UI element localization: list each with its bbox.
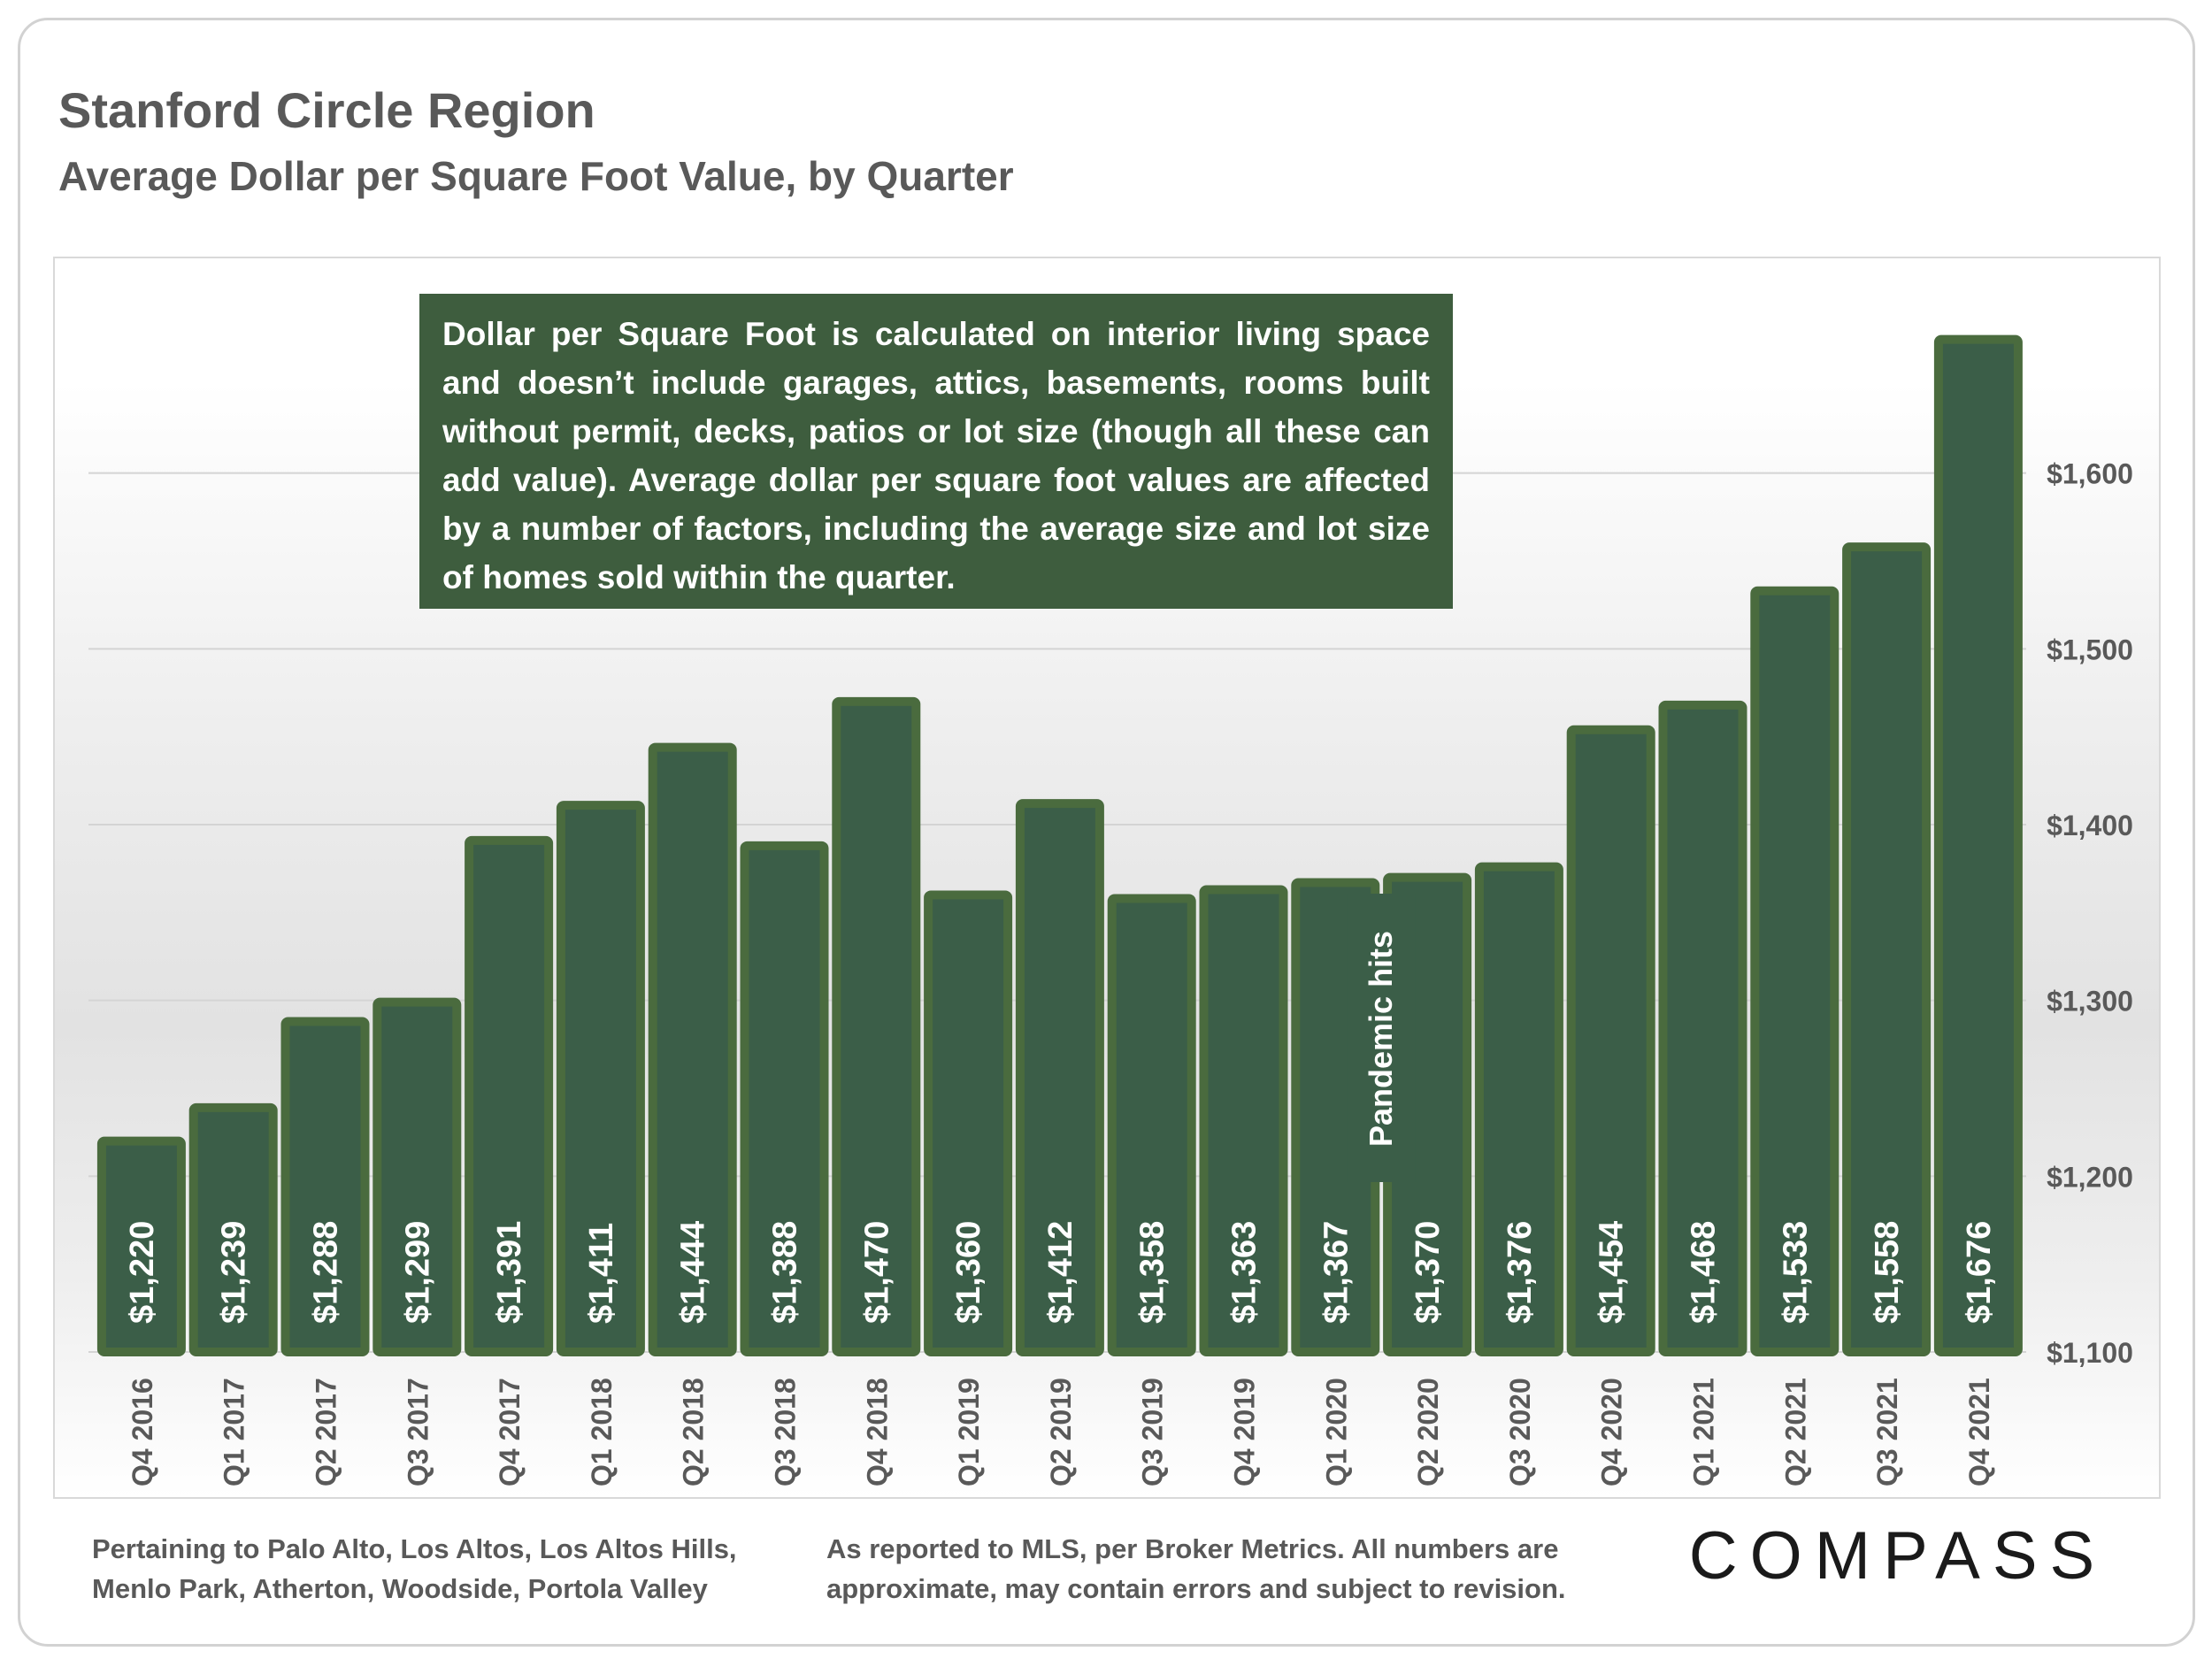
bar-data-label: $1,376 — [1502, 1221, 1539, 1324]
y-axis-ticks: $1,100 $1,200 $1,300 $1,400 $1,500 $1,600 — [2047, 458, 2133, 1369]
x-tick-label: Q3 2020 — [1504, 1378, 1536, 1486]
bar — [832, 696, 921, 1356]
footer-source-line-2: approximate, may contain errors and subj… — [826, 1573, 1566, 1604]
bar — [1933, 334, 2023, 1356]
bar — [1199, 885, 1288, 1356]
x-tick-label: Q2 2017 — [311, 1378, 342, 1486]
x-tick-label: Q4 2016 — [127, 1378, 158, 1486]
footer-region-line-1: Pertaining to Palo Alto, Los Altos, Los … — [92, 1533, 737, 1564]
bar-data-label: $1,468 — [1686, 1221, 1723, 1324]
x-tick-label: Q3 2017 — [402, 1378, 434, 1486]
x-tick-label: Q1 2020 — [1320, 1378, 1352, 1486]
bar-data-label: $1,533 — [1777, 1221, 1814, 1324]
y-tick-label: $1,300 — [2047, 986, 2133, 1018]
bar-data-label: $1,360 — [950, 1221, 987, 1324]
bar-data-label: $1,220 — [124, 1221, 161, 1324]
y-tick-label: $1,600 — [2047, 458, 2133, 490]
annotation-label: Pandemic hits — [1363, 931, 1399, 1147]
bar-data-label: $1,454 — [1594, 1221, 1631, 1324]
x-tick-label: Q4 2020 — [1596, 1378, 1628, 1486]
bar-data-label: $1,363 — [1226, 1221, 1263, 1324]
annotation: Pandemic hits — [1348, 894, 1416, 1182]
x-tick-label: Q3 2021 — [1871, 1378, 1903, 1486]
bar-data-label: $1,358 — [1134, 1221, 1171, 1324]
bar — [556, 801, 645, 1356]
bar-data-label: $1,288 — [308, 1221, 345, 1324]
y-tick-label: $1,500 — [2047, 634, 2133, 665]
bar-data-label: $1,367 — [1317, 1221, 1355, 1324]
bar — [1474, 862, 1563, 1356]
bar — [924, 890, 1013, 1356]
y-tick-label: $1,200 — [2047, 1161, 2133, 1193]
x-tick-label: Q2 2020 — [1412, 1378, 1444, 1486]
chart-subtitle: Average Dollar per Square Foot Value, by… — [58, 153, 1014, 199]
bars: $1,220 $1,239 $1,288 $1,299 $1,391 $1,411 $1,4… — [96, 334, 2023, 1357]
x-tick-label: Q4 2018 — [861, 1378, 893, 1486]
x-tick-label: Q1 2019 — [953, 1378, 985, 1486]
y-tick-label: $1,100 — [2047, 1337, 2133, 1369]
bar — [1107, 894, 1196, 1356]
x-tick-label: Q1 2018 — [586, 1378, 618, 1486]
x-tick-label: Q2 2018 — [678, 1378, 710, 1486]
footer-source-note: As reported to MLS, per Broker Metrics. … — [826, 1529, 1640, 1609]
bar-data-label: $1,391 — [491, 1221, 528, 1324]
bar — [648, 742, 737, 1356]
bar-data-label: $1,299 — [399, 1221, 436, 1324]
x-tick-label: Q3 2019 — [1137, 1378, 1169, 1486]
footer-source-line-1: As reported to MLS, per Broker Metrics. … — [826, 1533, 1559, 1564]
bar — [465, 835, 554, 1356]
bar — [188, 1102, 278, 1357]
x-tick-label: Q2 2021 — [1779, 1378, 1811, 1486]
bar-data-label: $1,239 — [216, 1221, 253, 1324]
x-axis-ticks: Q4 2016 Q1 2017 Q2 2017 Q3 2017 Q4 2017 Q1 20… — [127, 1378, 1995, 1486]
x-tick-label: Q1 2021 — [1688, 1378, 1720, 1486]
annotation-background — [1348, 894, 1416, 1182]
y-tick-label: $1,400 — [2047, 810, 2133, 841]
bar — [1658, 700, 1747, 1356]
bar — [740, 841, 829, 1356]
bar-data-label: $1,676 — [1961, 1221, 1998, 1324]
bar-data-label: $1,388 — [767, 1221, 804, 1324]
bar-data-label: $1,444 — [675, 1221, 712, 1324]
x-tick-label: Q4 2019 — [1229, 1378, 1261, 1486]
footer-region-note: Pertaining to Palo Alto, Los Altos, Los … — [92, 1529, 800, 1609]
x-tick-label: Q4 2021 — [1963, 1378, 1995, 1486]
bar — [280, 1017, 370, 1357]
x-tick-label: Q2 2019 — [1045, 1378, 1077, 1486]
bar — [1750, 586, 1839, 1356]
bar-data-label: $1,558 — [1869, 1221, 1906, 1324]
bar — [1015, 799, 1104, 1356]
compass-logo: COMPASS — [1689, 1518, 2107, 1594]
bar-data-label: $1,370 — [1409, 1221, 1447, 1324]
footer-region-line-2: Menlo Park, Atherton, Woodside, Portola … — [92, 1573, 708, 1604]
bar — [373, 997, 462, 1356]
bar — [96, 1136, 186, 1356]
svg-text:COMPASS: COMPASS — [1689, 1518, 2107, 1594]
chart-title: Stanford Circle Region — [58, 82, 595, 138]
x-tick-label: Q3 2018 — [770, 1378, 802, 1486]
bar-data-label: $1,411 — [583, 1223, 620, 1324]
bar-data-label: $1,412 — [1042, 1221, 1079, 1324]
methodology-note: Dollar per Square Foot is calculated on … — [419, 294, 1453, 609]
bar — [1842, 542, 1932, 1356]
bar-data-label: $1,470 — [858, 1221, 895, 1324]
x-tick-label: Q4 2017 — [494, 1378, 526, 1486]
bar — [1566, 725, 1655, 1356]
x-tick-label: Q1 2017 — [219, 1378, 250, 1486]
